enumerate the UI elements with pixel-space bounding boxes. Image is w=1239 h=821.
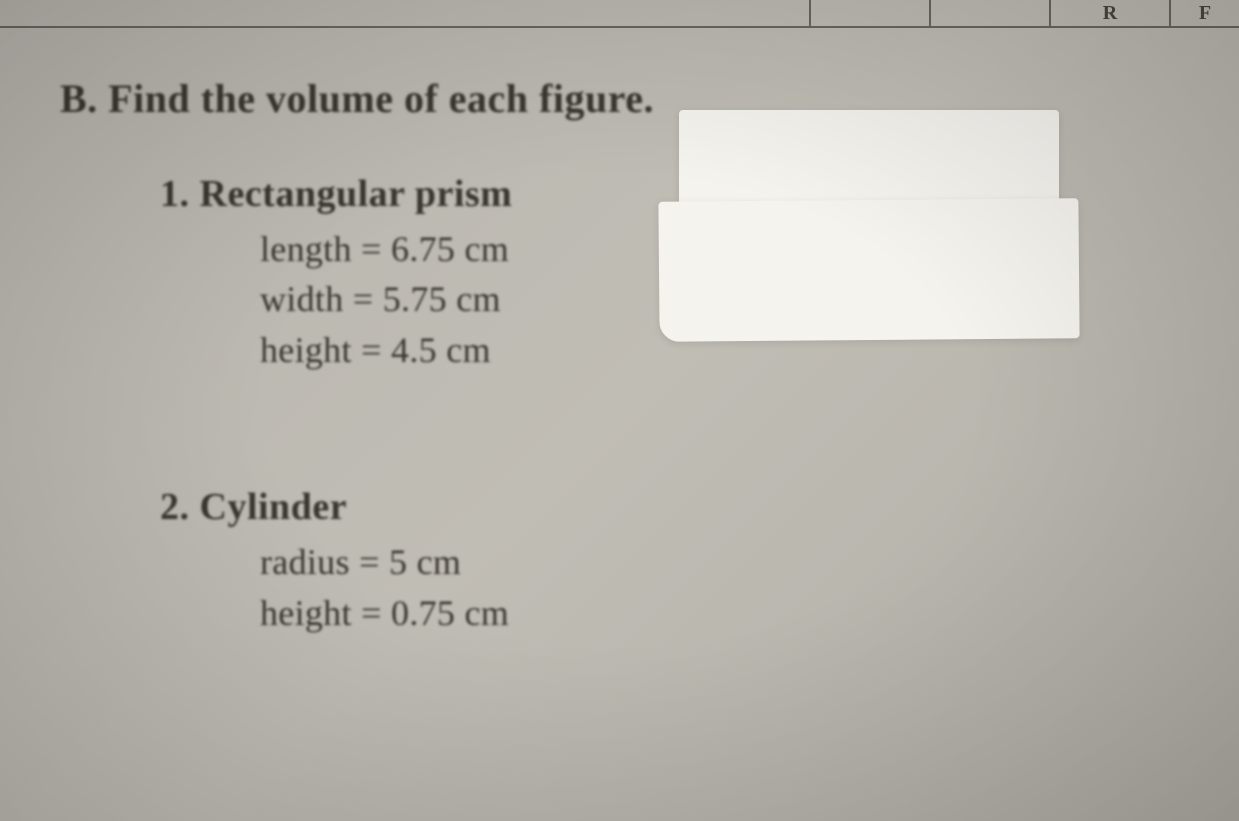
dimension-line: height = 0.75 cm bbox=[260, 588, 1179, 638]
equals-sign: = bbox=[353, 279, 374, 319]
dimension-value: 5 cm bbox=[389, 542, 461, 582]
equals-sign: = bbox=[359, 542, 380, 582]
dimension-label: length bbox=[260, 229, 352, 269]
dimension-value: 6.75 cm bbox=[391, 229, 509, 269]
problem-title: 2. Cylinder bbox=[160, 485, 1179, 529]
whiteout-region bbox=[679, 110, 1059, 210]
problem-number: 2. bbox=[160, 486, 190, 528]
equals-sign: = bbox=[361, 330, 382, 370]
equals-sign: = bbox=[361, 229, 382, 269]
dimension-label: width bbox=[260, 279, 344, 319]
whiteout-region bbox=[658, 198, 1079, 342]
dimension-label: height bbox=[260, 330, 352, 370]
problem-shape: Rectangular prism bbox=[200, 173, 513, 215]
dimension-label: height bbox=[260, 593, 352, 633]
section-instruction: Find the volume of each figure. bbox=[108, 76, 654, 121]
dimension-line: radius = 5 cm bbox=[260, 537, 1179, 587]
dimension-label: radius bbox=[260, 542, 350, 582]
problem-shape: Cylinder bbox=[200, 486, 348, 528]
equals-sign: = bbox=[361, 593, 382, 633]
problem-2: 2. Cylinder radius = 5 cm height = 0.75 … bbox=[160, 485, 1179, 638]
dimension-value: 0.75 cm bbox=[391, 593, 509, 633]
dimension-value: 4.5 cm bbox=[391, 330, 491, 370]
dimension-value: 5.75 cm bbox=[383, 279, 501, 319]
section-label: B. bbox=[60, 76, 98, 121]
problem-number: 1. bbox=[160, 173, 190, 215]
